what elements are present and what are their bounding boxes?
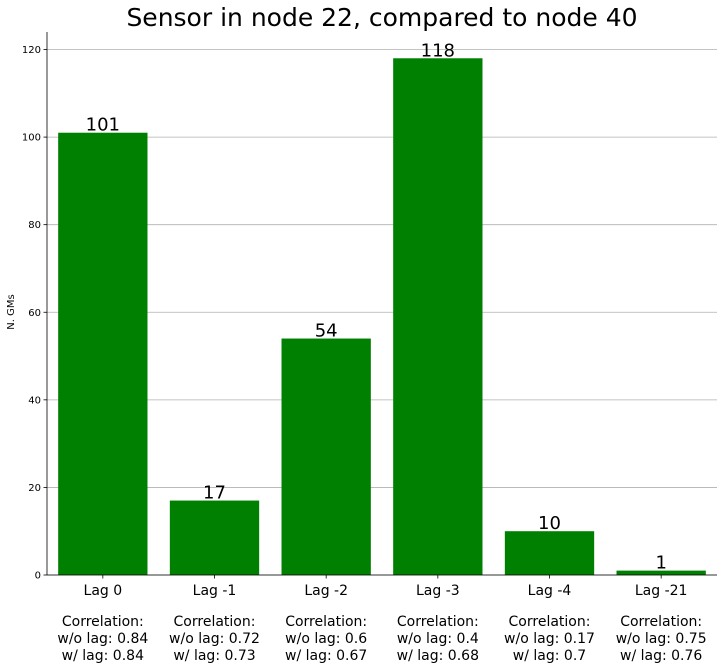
x-tick-label: Lag -3 [416,583,460,599]
correlation-annotation-line: Correlation: [620,614,702,630]
y-tick-label: 80 [28,220,41,231]
bar-value-label: 101 [86,115,120,136]
bars [58,58,706,576]
correlation-annotation-line: w/ lag: 0.76 [620,648,702,664]
correlation-annotation-line: w/ lag: 0.7 [513,648,586,664]
y-tick-label: 0 [35,571,41,582]
bar-value-label: 54 [315,321,338,342]
y-tick-label: 60 [28,308,41,319]
correlation-annotation-line: Correlation: [285,614,367,630]
correlation-annotation-line: Correlation: [174,614,256,630]
x-tick-label: Lag -2 [304,583,348,599]
bar-value-label: 118 [421,40,455,61]
correlation-annotation-line: Correlation: [62,614,144,630]
bar [58,132,148,575]
x-tick-label: Lag 0 [84,583,123,599]
bar [393,58,483,576]
bar [504,531,595,575]
correlation-annotation-line: w/ lag: 0.67 [285,648,367,664]
correlation-annotations: Correlation:w/o lag: 0.84w/ lag: 0.84Cor… [57,614,706,664]
bar [616,570,706,575]
x-tick-label: Lag -21 [635,583,688,599]
correlation-annotation-line: w/ lag: 0.73 [173,648,255,664]
bar [169,500,260,575]
bar [281,338,371,575]
x-tick-labels: Lag 0 Lag -1 Lag -2 Lag -3 Lag -4 Lag -21 [84,583,688,599]
bar-value-label: 1 [655,553,666,574]
correlation-annotation-line: w/o lag: 0.84 [57,631,148,647]
correlation-annotation-line: w/o lag: 0.75 [616,631,707,647]
correlation-annotation-line: Correlation: [509,614,591,630]
y-axis-label: N. GMs [6,294,17,329]
y-tick-label: 20 [28,483,41,494]
correlation-annotation-line: w/o lag: 0.17 [504,631,595,647]
correlation-annotation-line: w/ lag: 0.84 [62,648,144,664]
y-tick-label: 120 [22,45,41,56]
bar-value-label: 10 [538,513,561,534]
y-tick-label: 40 [28,395,41,406]
correlation-annotation-line: w/o lag: 0.72 [169,631,260,647]
y-tick-labels: 0 20 40 60 80 100 120 [22,45,41,581]
correlation-annotation-line: Correlation: [397,614,479,630]
gridlines [47,49,717,576]
y-tick-label: 100 [22,133,41,144]
correlation-annotation-line: w/o lag: 0.4 [397,631,479,647]
x-tick-label: Lag -1 [193,583,237,599]
bar-value-label: 17 [203,483,226,504]
axes [43,32,717,579]
correlation-annotation-line: w/o lag: 0.6 [285,631,367,647]
chart-title: Sensor in node 22, compared to node 40 [126,3,637,32]
x-tick-label: Lag -4 [528,583,572,599]
correlation-annotation-line: w/ lag: 0.68 [397,648,479,664]
